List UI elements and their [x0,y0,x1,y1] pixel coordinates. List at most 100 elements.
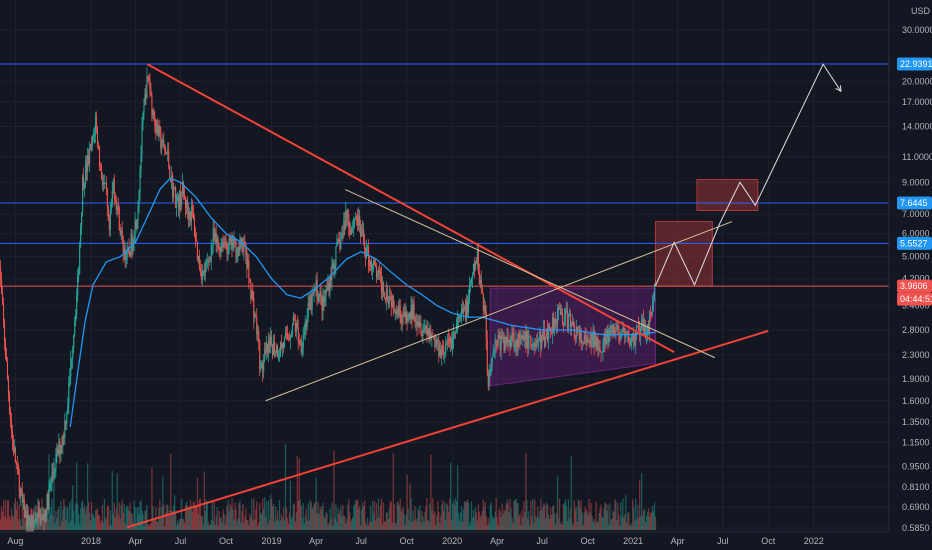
volume-bar [150,522,152,530]
candle-body [218,246,220,249]
volume-bar [535,515,537,530]
candle-body [101,178,103,185]
volume-bar [239,500,241,530]
candle-body [453,332,455,340]
volume-bar [498,508,500,530]
candle-body [160,130,162,149]
candle-body [145,93,147,99]
volume-bar [268,500,270,530]
badge-text: 22.9391 [900,59,932,69]
volume-bar [124,523,126,530]
candle-body [358,215,360,227]
candle-body [124,248,126,261]
volume-bar [641,515,644,530]
candle-body [97,145,100,147]
candle-body [445,343,447,354]
candle-body [640,329,642,336]
volume-bar [407,508,409,530]
volume-bar [121,499,123,530]
candle-body [159,126,161,131]
candle-body [62,434,64,447]
candle-body [279,342,282,356]
volume-bar [654,516,657,530]
volume-bar [417,508,419,530]
candle-body [94,117,97,134]
volume-bar [36,523,38,530]
candle-body [107,208,109,221]
volume-bar [488,523,490,530]
candle-body [277,356,280,358]
volume-bar [517,502,519,530]
candle-body [320,291,322,296]
candle-body [137,207,139,222]
candle-body [292,316,294,326]
volume-bar [640,473,643,530]
candle-body [378,269,381,271]
candle-body [18,474,20,497]
candle-body [542,335,544,341]
candle-body [247,260,249,268]
candle-body [297,328,299,343]
volume-bar [566,521,569,530]
candle-body [568,313,570,317]
candle-body [240,238,242,240]
volume-bar [274,507,277,530]
candle-body [260,364,262,370]
volume-bar [413,520,415,530]
candle-body [207,260,209,262]
candle-body [187,211,190,219]
volume-bar [250,517,252,530]
candle-body [571,321,573,323]
volume-bar [402,506,404,530]
trend-lines[interactable] [126,63,769,529]
candle-body [141,125,143,155]
volume-bar [84,513,87,530]
volume-bar [173,505,175,530]
volume-bar [587,514,589,530]
candle-body [109,209,111,230]
volume-bar [247,519,249,530]
candle-body [83,177,85,189]
candle-body [524,331,526,340]
candle-body [128,247,130,253]
volume-bar [352,517,354,530]
candle-body [515,339,517,347]
volume-bar [557,518,560,530]
volume-bar [160,518,162,530]
volume-bar [256,501,258,530]
volume-bar [561,524,564,530]
volume-bar [214,524,216,530]
y-tick-label: 0.5850 [902,523,930,533]
candle-body [361,231,363,237]
volume-bar [306,520,308,530]
candle-body [66,413,68,424]
candle-body [649,311,652,313]
volume-bar [494,511,496,530]
volume-bar [289,480,292,530]
candle-body [533,342,535,346]
volume-bar [392,452,394,530]
candle-body [383,292,385,298]
y-axis[interactable]: 30.0000 20.0000 17.0000 14.0000 11.0000 9.000… [888,0,932,550]
candle-body [275,352,277,354]
volume-bar [298,458,300,530]
volume-bar [369,506,372,530]
candle-body [600,351,602,353]
candle-body [17,465,19,475]
volume-bar [418,511,420,530]
projection-path[interactable] [654,63,842,287]
y-tick-label: 30.0000 [902,25,932,35]
volume-bar [318,513,320,530]
candle-body [410,305,412,320]
candle-body [246,257,248,268]
volume-bar [389,501,391,530]
candle-body [379,270,381,274]
volume-bar [360,509,363,530]
candle-body [582,342,584,344]
candle-body [376,273,379,277]
volume-bar [440,515,442,530]
candle-body [58,441,60,454]
candle-body [430,330,432,339]
volume-bar [472,509,475,530]
